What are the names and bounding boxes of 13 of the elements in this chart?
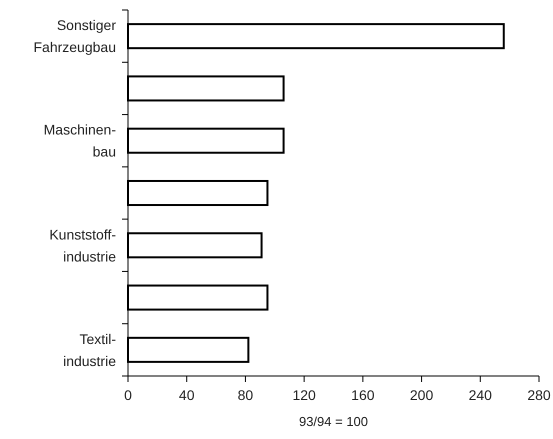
x-tick-label: 120 <box>292 387 316 403</box>
y-tick-label: Maschinen- bau <box>44 122 116 160</box>
y-tick-label: Sonstiger Fahrzeugbau <box>33 17 116 56</box>
y-tick-label: Textil- industrie <box>63 330 116 369</box>
x-tick-label: 40 <box>178 387 195 403</box>
x-tick-label: 280 <box>527 387 551 403</box>
x-tick-label: 240 <box>468 387 492 403</box>
x-tick-label: 80 <box>238 387 254 403</box>
x-tick-label: 200 <box>410 387 434 403</box>
x-axis-title: 93/94 = 100 <box>298 414 368 429</box>
y-tick-label: Kunststoff- industrie <box>49 226 116 264</box>
x-tick-label: 160 <box>351 387 375 403</box>
x-tick-label: 0 <box>124 387 132 403</box>
